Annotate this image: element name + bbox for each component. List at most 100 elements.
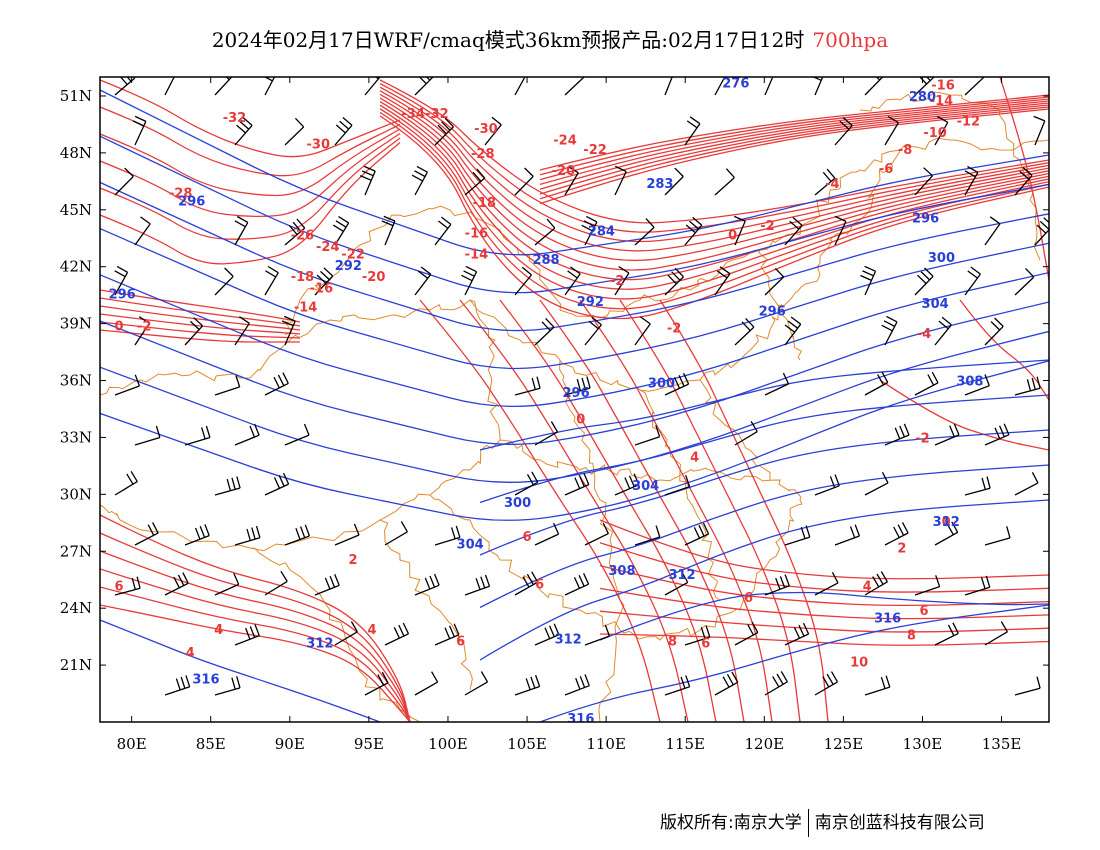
- border-line: [249, 547, 421, 722]
- wind-barb: [514, 571, 539, 596]
- lon-tick-label: 120E: [745, 735, 785, 753]
- temperature-label: -16: [465, 227, 489, 242]
- temperature-isoline: [379, 104, 1049, 290]
- wind-barb: [1034, 217, 1049, 246]
- height-isoline: [100, 228, 1049, 370]
- title-main: 2024年02月17日WRF/cmaq模式36km预报产品:02月17日12时: [211, 28, 805, 52]
- wind-barb: [964, 165, 979, 196]
- wind-barb: [414, 671, 439, 696]
- wind-barb: [234, 117, 253, 146]
- height-label: 304: [457, 538, 484, 553]
- wind-barb: [934, 521, 959, 546]
- height-isoline: [100, 301, 1049, 445]
- wind-barb: [914, 267, 934, 296]
- map-axes: 80E 85E 90E 95E 100E 105E 110E 115E 120E 125E 130E…: [60, 77, 1049, 753]
- lon-tick-label: 130E: [903, 735, 943, 753]
- border-line: [469, 274, 821, 392]
- temperature-isoline: [959, 299, 1049, 401]
- wind-barb: [132, 115, 147, 146]
- wind-barb: [214, 476, 241, 496]
- height-label: 288: [532, 253, 559, 268]
- temperature-isoline: [379, 79, 1049, 224]
- wind-barb: [684, 116, 701, 146]
- lat-tick-label: 42N: [60, 258, 92, 276]
- temperature-isoline: [100, 568, 411, 722]
- wind-barb: [534, 522, 560, 546]
- height-isoline: [100, 271, 1049, 408]
- wind-barb: [734, 621, 759, 646]
- height-label: 304: [922, 297, 949, 312]
- wind-barb: [114, 470, 138, 496]
- wind-barb: [784, 525, 811, 546]
- wind-barb: [814, 671, 839, 696]
- temperature-isoline: [100, 550, 411, 722]
- wind-barb: [734, 317, 755, 346]
- lat-tick-label: 45N: [60, 201, 92, 219]
- temperature-label: -32: [223, 111, 247, 126]
- temperature-label: -14: [294, 301, 318, 316]
- height-label: 284: [588, 225, 615, 240]
- wind-barb: [114, 77, 136, 96]
- wind-barb: [814, 168, 836, 196]
- temperature-isoline: [100, 137, 401, 240]
- wind-barb: [564, 165, 579, 196]
- wind-barb: [784, 622, 810, 646]
- height-label: 312: [933, 515, 960, 530]
- temperature-label: 8: [907, 629, 916, 644]
- wind-barb: [534, 317, 555, 346]
- height-isoline: [479, 394, 1049, 504]
- wind-barb: [1014, 676, 1041, 696]
- temperature-isoline: [379, 111, 1049, 310]
- temperature-isoline: [379, 86, 1049, 243]
- lon-tick-label: 105E: [507, 735, 547, 753]
- temperature-isoline: [499, 299, 717, 722]
- wind-barb: [784, 217, 803, 246]
- wind-barb: [684, 216, 703, 246]
- wind-barb: [764, 574, 790, 596]
- temperature-label: 6: [456, 634, 465, 649]
- temperature-isoline: [539, 100, 1049, 186]
- height-label: 308: [608, 564, 635, 579]
- wind-barb: [984, 317, 1004, 346]
- temperature-label: -4: [825, 177, 839, 192]
- temperature-label: -18: [473, 196, 497, 211]
- temperature-label: -32: [425, 107, 449, 122]
- temperature-contours: [100, 77, 1049, 722]
- temperature-label: -2: [760, 219, 774, 234]
- lat-tick-label: 24N: [60, 599, 92, 617]
- temperature-isoline: [599, 587, 1049, 620]
- copyright-text: 版权所有:南京大学: [660, 813, 802, 833]
- wind-barb: [634, 525, 661, 546]
- temperature-label: -16: [931, 79, 955, 94]
- wind-barb: [1014, 376, 1041, 396]
- temperature-isoline: [599, 633, 1049, 646]
- temperature-isoline: [100, 305, 301, 331]
- lon-tick-label: 100E: [428, 735, 468, 753]
- temperature-label: -28: [471, 147, 495, 162]
- wind-barb: [664, 474, 691, 496]
- lat-tick-label: 51N: [60, 87, 92, 105]
- temperature-label: 0: [728, 228, 737, 243]
- wind-barb: [814, 571, 839, 596]
- height-label: 276: [722, 77, 749, 92]
- wind-barb: [864, 675, 891, 696]
- wind-barb: [1014, 167, 1033, 196]
- wind-barb: [764, 267, 785, 296]
- temperature-label: 8: [668, 634, 677, 649]
- lon-tick-label: 85E: [196, 735, 226, 753]
- wind-barb: [664, 77, 673, 96]
- border-line: [100, 299, 501, 552]
- temperature-label: -34: [401, 107, 425, 122]
- wind-barb: [834, 524, 861, 546]
- wind-barb: [684, 522, 710, 546]
- wind-barb: [934, 115, 949, 146]
- wind-barb: [714, 671, 739, 696]
- border-line: [379, 519, 473, 691]
- temperature-isoline: [100, 532, 411, 722]
- wind-barb: [984, 526, 1011, 546]
- height-label: 316: [192, 672, 219, 687]
- wind-barb: [114, 374, 141, 396]
- wind-barb: [514, 167, 534, 196]
- temperature-label: 4: [186, 646, 195, 661]
